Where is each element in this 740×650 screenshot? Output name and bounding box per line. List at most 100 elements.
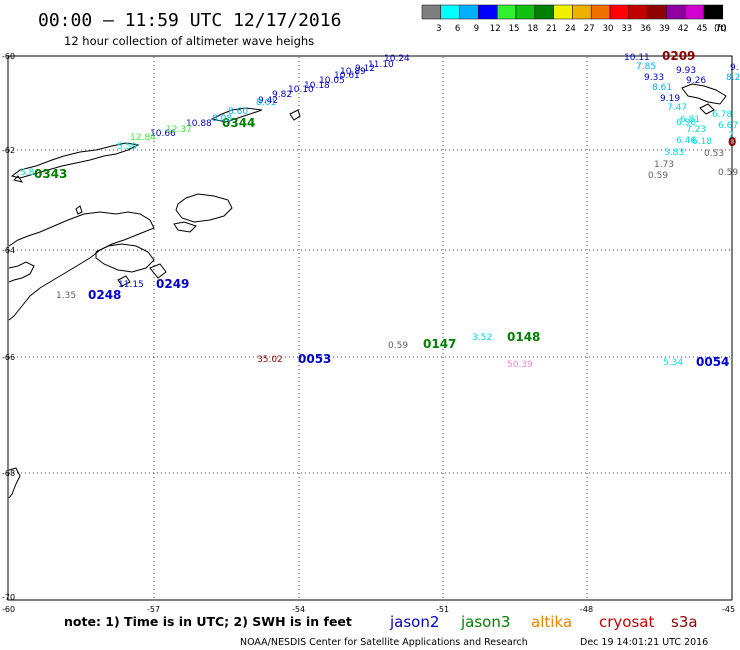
colorbar-label: 21 [546,24,557,34]
wave-height-value: 9.26 [686,76,706,86]
lon-label: -51 [436,605,449,614]
colorbar-swatch [515,4,536,20]
coastline-right-islet [699,103,715,115]
wave-height-value: 9.12 [355,64,375,74]
coastline-south-orkney [8,467,21,499]
colorbar-swatch [628,4,648,20]
colorbar-unit: (ft) [714,24,727,34]
footer-credit: NOAA/NESDIS Center for Satellite Applica… [240,637,528,648]
track-label: 0148 [507,330,540,344]
colorbar-label: 12 [490,24,501,34]
colorbar-label: 30 [603,24,614,34]
wave-height-value: 5.34 [663,358,683,368]
wave-height-value: 12.37 [166,125,192,135]
colorbar-label: 6 [455,24,460,34]
wave-height-value: 6.46 [676,136,696,146]
wave-height-value: 10.10 [288,85,314,95]
wave-height-value: 6.98 [676,118,696,128]
coastline-islet [75,205,83,215]
coastline-peninsula [8,211,155,321]
wave-height-colorbar: 3 6 9 12 15 18 21 24 27 30 33 36 39 42 45 70(ft) [421,4,727,34]
lat-label: -64 [2,246,15,255]
colorbar-label: 9 [474,24,479,34]
colorbar-swatch [647,4,667,20]
lon-axis: -60 -57 -54 -51 -48 -45 [2,605,735,614]
colorbar-swatch [459,4,479,20]
colorbar-swatch [534,4,554,20]
lat-label: -60 [2,52,15,61]
coastline-islet [289,109,301,121]
legend-altika: altika [531,613,572,631]
wave-height-value: 9.42 [258,96,278,106]
colorbar-label: 3 [436,24,441,34]
colorbar-label: 42 [678,24,689,34]
track-label: 0344 [222,116,255,130]
map-title: 00:00 – 11:59 UTC 12/17/2016 [38,10,341,31]
colorbar-swatch [703,4,724,20]
colorbar-swatch [609,4,630,20]
colorbar-swatch [572,4,592,20]
wave-height-value: 10.61 [334,71,360,81]
wave-height-value: 6.81 [680,115,700,125]
wave-height-value: 8.08 [212,114,232,124]
wave-height-value: 8.2 [726,73,740,83]
coastline-small-island [210,107,263,123]
track-label: 0054 [696,355,729,369]
track-labels: 0343 0344 0248 0249 0053 0147 0148 0054 0209 0 [34,49,736,369]
wave-height-value: 0.53 [704,149,724,159]
coastline-king-george-island [10,142,140,179]
wave-height-value: 10.66 [150,129,176,139]
wave-height-value: 10.18 [304,81,330,91]
wave-height-value: 6.67 [718,121,738,131]
wave-height-value: 7.85 [636,62,656,72]
lon-label: -60 [2,605,15,614]
colorbar-label: 39 [659,24,670,34]
wave-height-value: 7.47 [667,103,687,113]
colorbar-label: 36 [640,24,651,34]
coastline-islet [117,275,131,287]
colorbar-swatch [666,4,686,20]
lat-label: -62 [2,146,15,155]
legend-cryosat: cryosat [599,613,654,631]
footer-note: note: 1) Time is in UTC; 2) SWH is in fe… [64,614,352,629]
legend-s3a: s3a [671,613,698,631]
track-label: 0343 [34,167,67,181]
coastline-snow-hill [149,263,167,279]
track-label: 0 [728,135,736,149]
wave-height-value: 9.33 [644,73,664,83]
colorbar-swatch [684,4,705,20]
coastline-joinville [175,193,233,223]
colorbar-swatch [440,4,460,20]
track-label: 0249 [156,277,189,291]
track-label: 0248 [88,288,121,302]
lon-label: -45 [722,605,735,614]
wave-height-value: 5.59 [117,142,137,152]
coastline-dundee [173,221,197,233]
graticule [9,57,731,599]
lat-label: -70 [2,593,15,602]
wave-height-value: 7.23 [686,125,706,135]
colorbar-label: 18 [527,24,538,34]
wave-height-value: 0.59 [648,171,668,181]
wave-height-value: 35.02 [257,355,283,365]
wave-height-value: 9.19 [660,94,680,104]
lon-label: -57 [147,605,160,614]
lat-label: -68 [2,469,15,478]
colorbar-label: 27 [584,24,595,34]
wave-height-value: 10.89 [340,67,366,77]
wave-height-value: 1.35 [56,291,76,301]
wave-height-value: 6.78 [712,110,732,120]
wave-height-value: 10.88 [186,119,212,129]
wave-height-value: 0.59 [718,168,738,178]
wave-height-value: 9.93 [676,66,696,76]
wave-height-value: 7. [728,131,737,141]
map-frame [7,55,733,601]
wave-height-value: 9. [730,63,739,73]
wave-values: 10.2411.109.1210.8910.6110.0510.1810.109… [20,53,740,370]
coastline-islet [13,175,24,183]
colorbar-label: 45 [697,24,708,34]
wave-height-value: 9.82 [272,90,292,100]
lon-label: -48 [580,605,593,614]
